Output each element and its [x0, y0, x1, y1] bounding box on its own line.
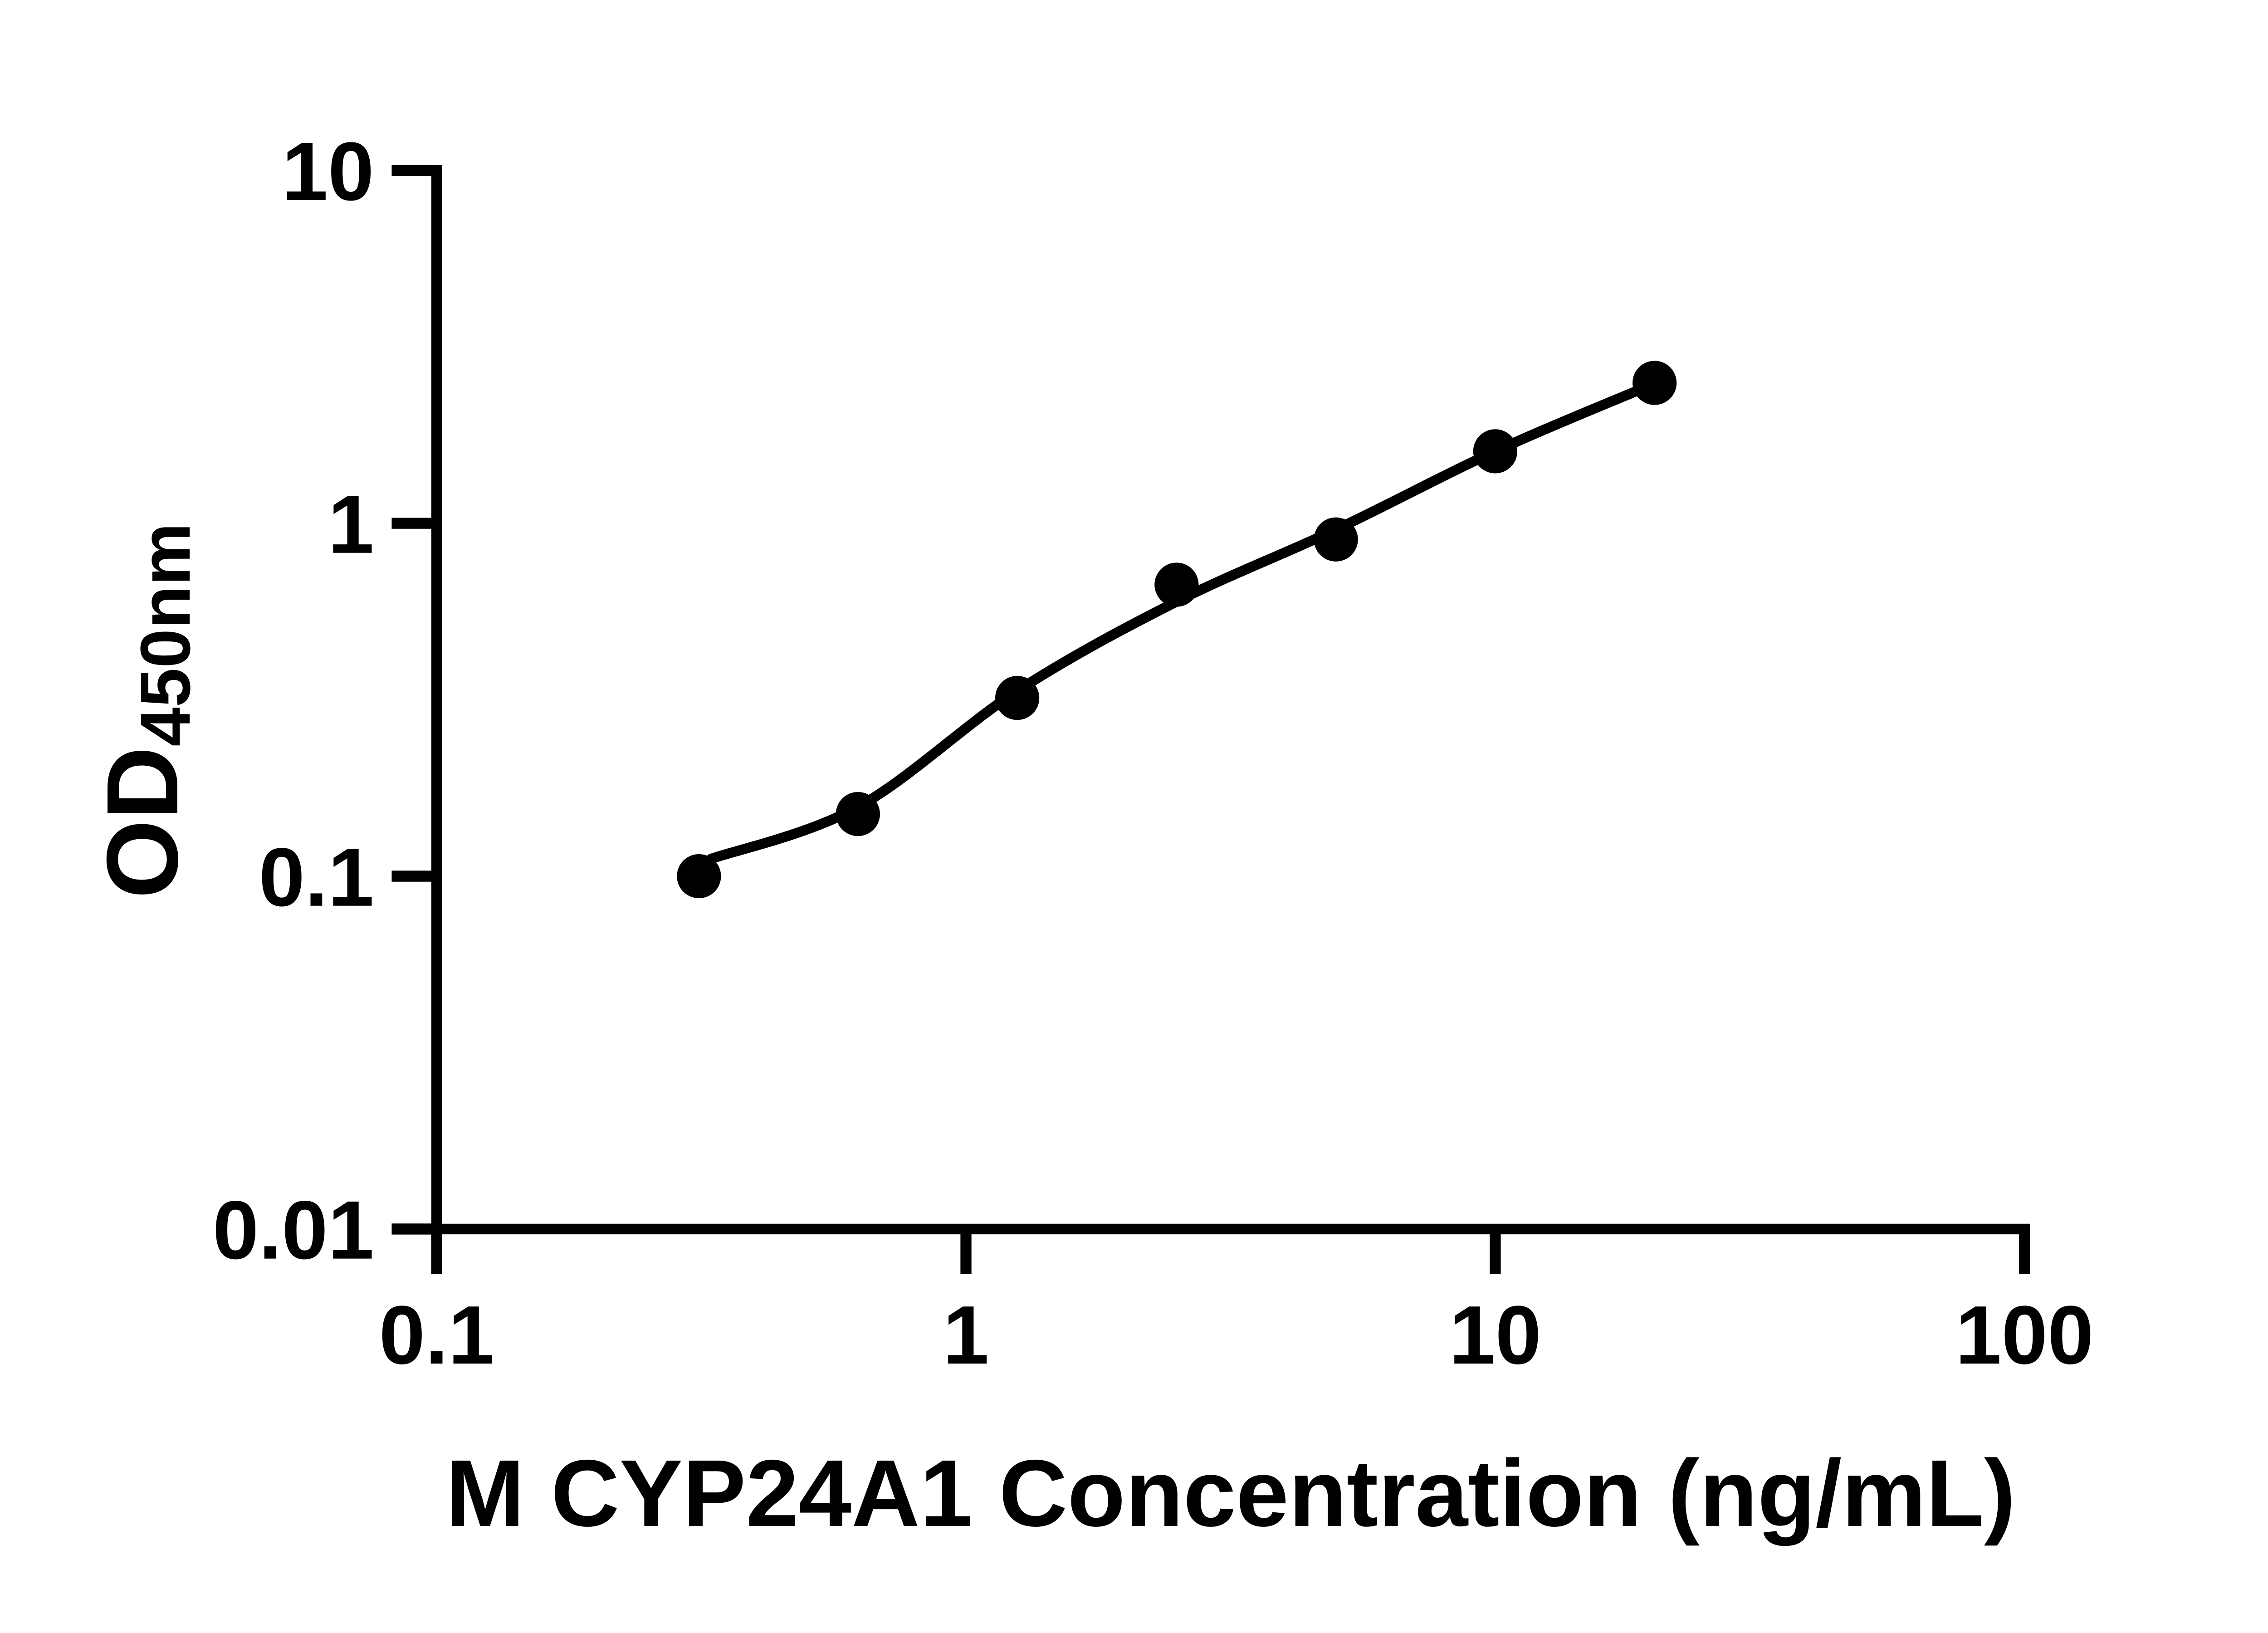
data-point	[1633, 361, 1677, 405]
x-axis-title: M CYP24A1 Concentration (ng/mL)	[445, 1441, 2015, 1546]
plot-layer	[677, 361, 1677, 898]
x-tick-label: 0.1	[379, 1289, 494, 1381]
y-tick-label: 1	[328, 478, 374, 571]
y-axis-title-subscript: 450nm	[126, 523, 205, 746]
axis-ticks-layer	[391, 165, 2030, 1274]
y-axis-title-main: OD	[86, 746, 199, 898]
data-point	[836, 792, 880, 836]
x-tick-label: 10	[1449, 1289, 1541, 1381]
y-tick-label: 10	[282, 125, 374, 218]
data-point	[1314, 517, 1358, 562]
y-tick-label: 0.01	[213, 1183, 374, 1276]
data-point	[1154, 562, 1199, 607]
elisa-standard-curve-figure: 10 1 0.1 0.01 0.1 1 10 100 M CYP24A1 Concentrat…	[0, 22, 2268, 1611]
axes-layer	[431, 165, 2030, 1234]
data-point	[995, 675, 1040, 720]
y-tick-label: 0.1	[259, 831, 374, 923]
data-point	[677, 854, 721, 898]
x-tick-label: 1	[943, 1289, 989, 1381]
y-axis-title: OD450nm	[86, 523, 205, 898]
x-tick-label: 100	[1955, 1289, 2094, 1381]
data-point	[1473, 429, 1518, 474]
